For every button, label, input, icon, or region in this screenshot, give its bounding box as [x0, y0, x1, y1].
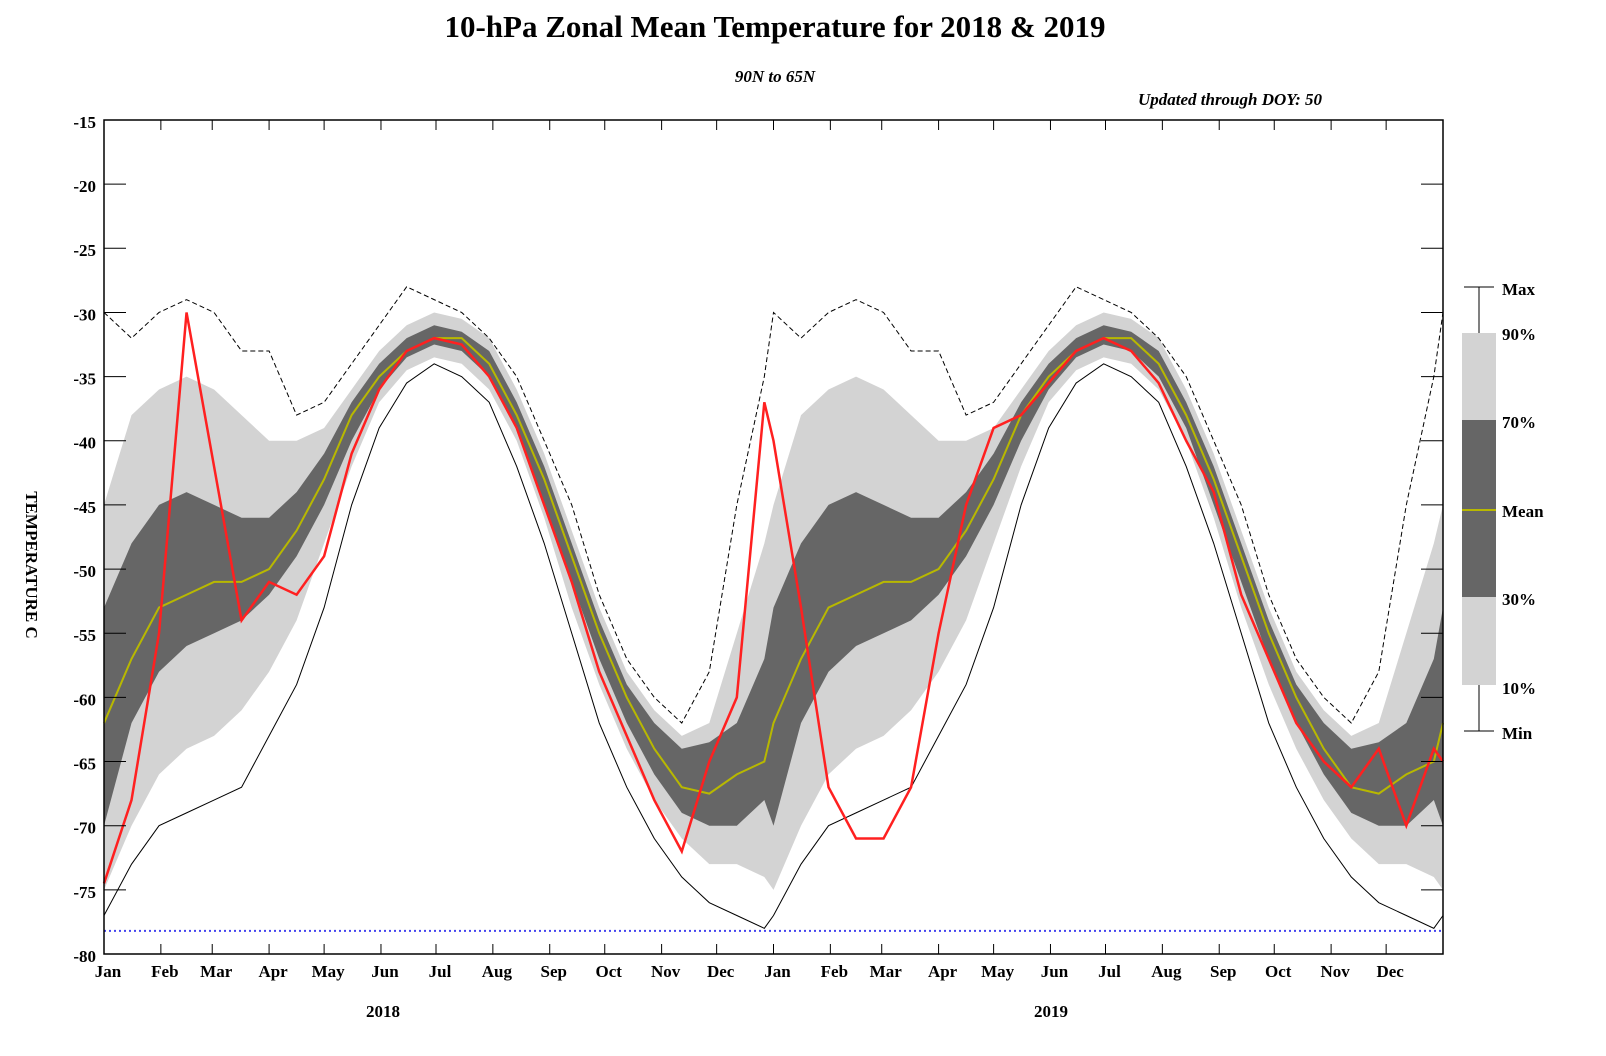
legend-label: 90% [1502, 325, 1536, 344]
legend-label: Max [1502, 280, 1536, 299]
observed-line [102, 312, 1445, 884]
climatology-line [103, 337, 1444, 795]
y-tick-label: -50 [73, 562, 96, 581]
chart-title: 10-hPa Zonal Mean Temperature for 2018 &… [444, 9, 1105, 44]
y-tick-label: -15 [73, 113, 96, 132]
x-tick-label: Feb [151, 962, 178, 981]
y-tick-label: -80 [73, 947, 96, 966]
y-tick-label: -75 [73, 883, 96, 902]
y-tick-label: -70 [73, 819, 96, 838]
legend-label: 30% [1502, 590, 1536, 609]
x-tick-label: Dec [1376, 962, 1404, 981]
legend-label: 70% [1502, 413, 1536, 432]
y-tick-label: -65 [73, 754, 96, 773]
climatology-line [103, 363, 1444, 929]
x-tick-label: Mar [870, 962, 903, 981]
x-tick-label: Sep [1210, 962, 1236, 981]
x-tick-label: Apr [928, 962, 958, 981]
x-tick-label: Jul [1098, 962, 1121, 981]
y-tick-label: -35 [73, 370, 96, 389]
x-tick-label: Aug [1151, 962, 1182, 981]
x-tick-label: Jul [429, 962, 452, 981]
x-tick-label: Nov [651, 962, 681, 981]
x-tick-label: Jan [764, 962, 791, 981]
annotation: Updated through DOY: 50 [1138, 90, 1323, 109]
y-tick-label: -45 [73, 498, 96, 517]
y-tick-label: -55 [73, 626, 96, 645]
legend-label: 10% [1502, 679, 1536, 698]
legend-label: Min [1502, 724, 1533, 743]
x-tick-label: Feb [821, 962, 848, 981]
x-tick-label: Jun [1041, 962, 1069, 981]
x-tick-label: Jan [95, 962, 122, 981]
x-tick-label: Jun [371, 962, 399, 981]
y-tick-label: -30 [73, 305, 96, 324]
subtitle: 90N to 65N [735, 67, 816, 86]
year-label: 2018 [366, 1002, 400, 1021]
percentile-band [104, 312, 1443, 890]
x-tick-label: Oct [1265, 962, 1292, 981]
y-tick-label: -25 [73, 241, 96, 260]
x-tick-label: Sep [540, 962, 566, 981]
legend-dark-box [1462, 420, 1496, 597]
x-tick-label: May [312, 962, 346, 981]
legend: Max 90% 70% Mean 30% 10% Min [1462, 280, 1544, 743]
year-label: 2019 [1034, 1002, 1068, 1021]
x-tick-label: Dec [707, 962, 735, 981]
legend-label: Mean [1502, 502, 1544, 521]
x-tick-label: Oct [596, 962, 623, 981]
x-tick-label: Apr [258, 962, 288, 981]
y-axis-label: TEMPERATURE C [22, 491, 41, 639]
y-tick-label: -40 [73, 434, 96, 453]
y-tick-label: -20 [73, 177, 96, 196]
x-tick-label: Mar [200, 962, 233, 981]
y-tick-label: -60 [73, 690, 96, 709]
climatology-line [103, 286, 1444, 724]
x-tick-label: Aug [482, 962, 513, 981]
x-tick-label: Nov [1320, 962, 1350, 981]
x-tick-label: May [981, 962, 1015, 981]
